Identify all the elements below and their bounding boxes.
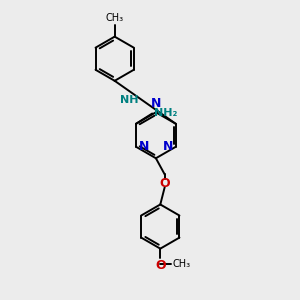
- Text: O: O: [155, 259, 166, 272]
- Text: NH: NH: [120, 95, 139, 105]
- Text: NH₂: NH₂: [154, 109, 177, 118]
- Text: N: N: [139, 140, 149, 153]
- Text: N: N: [163, 140, 173, 153]
- Text: N: N: [151, 97, 161, 110]
- Text: CH₃: CH₃: [106, 14, 124, 23]
- Text: CH₃: CH₃: [172, 259, 190, 269]
- Text: O: O: [159, 177, 170, 190]
